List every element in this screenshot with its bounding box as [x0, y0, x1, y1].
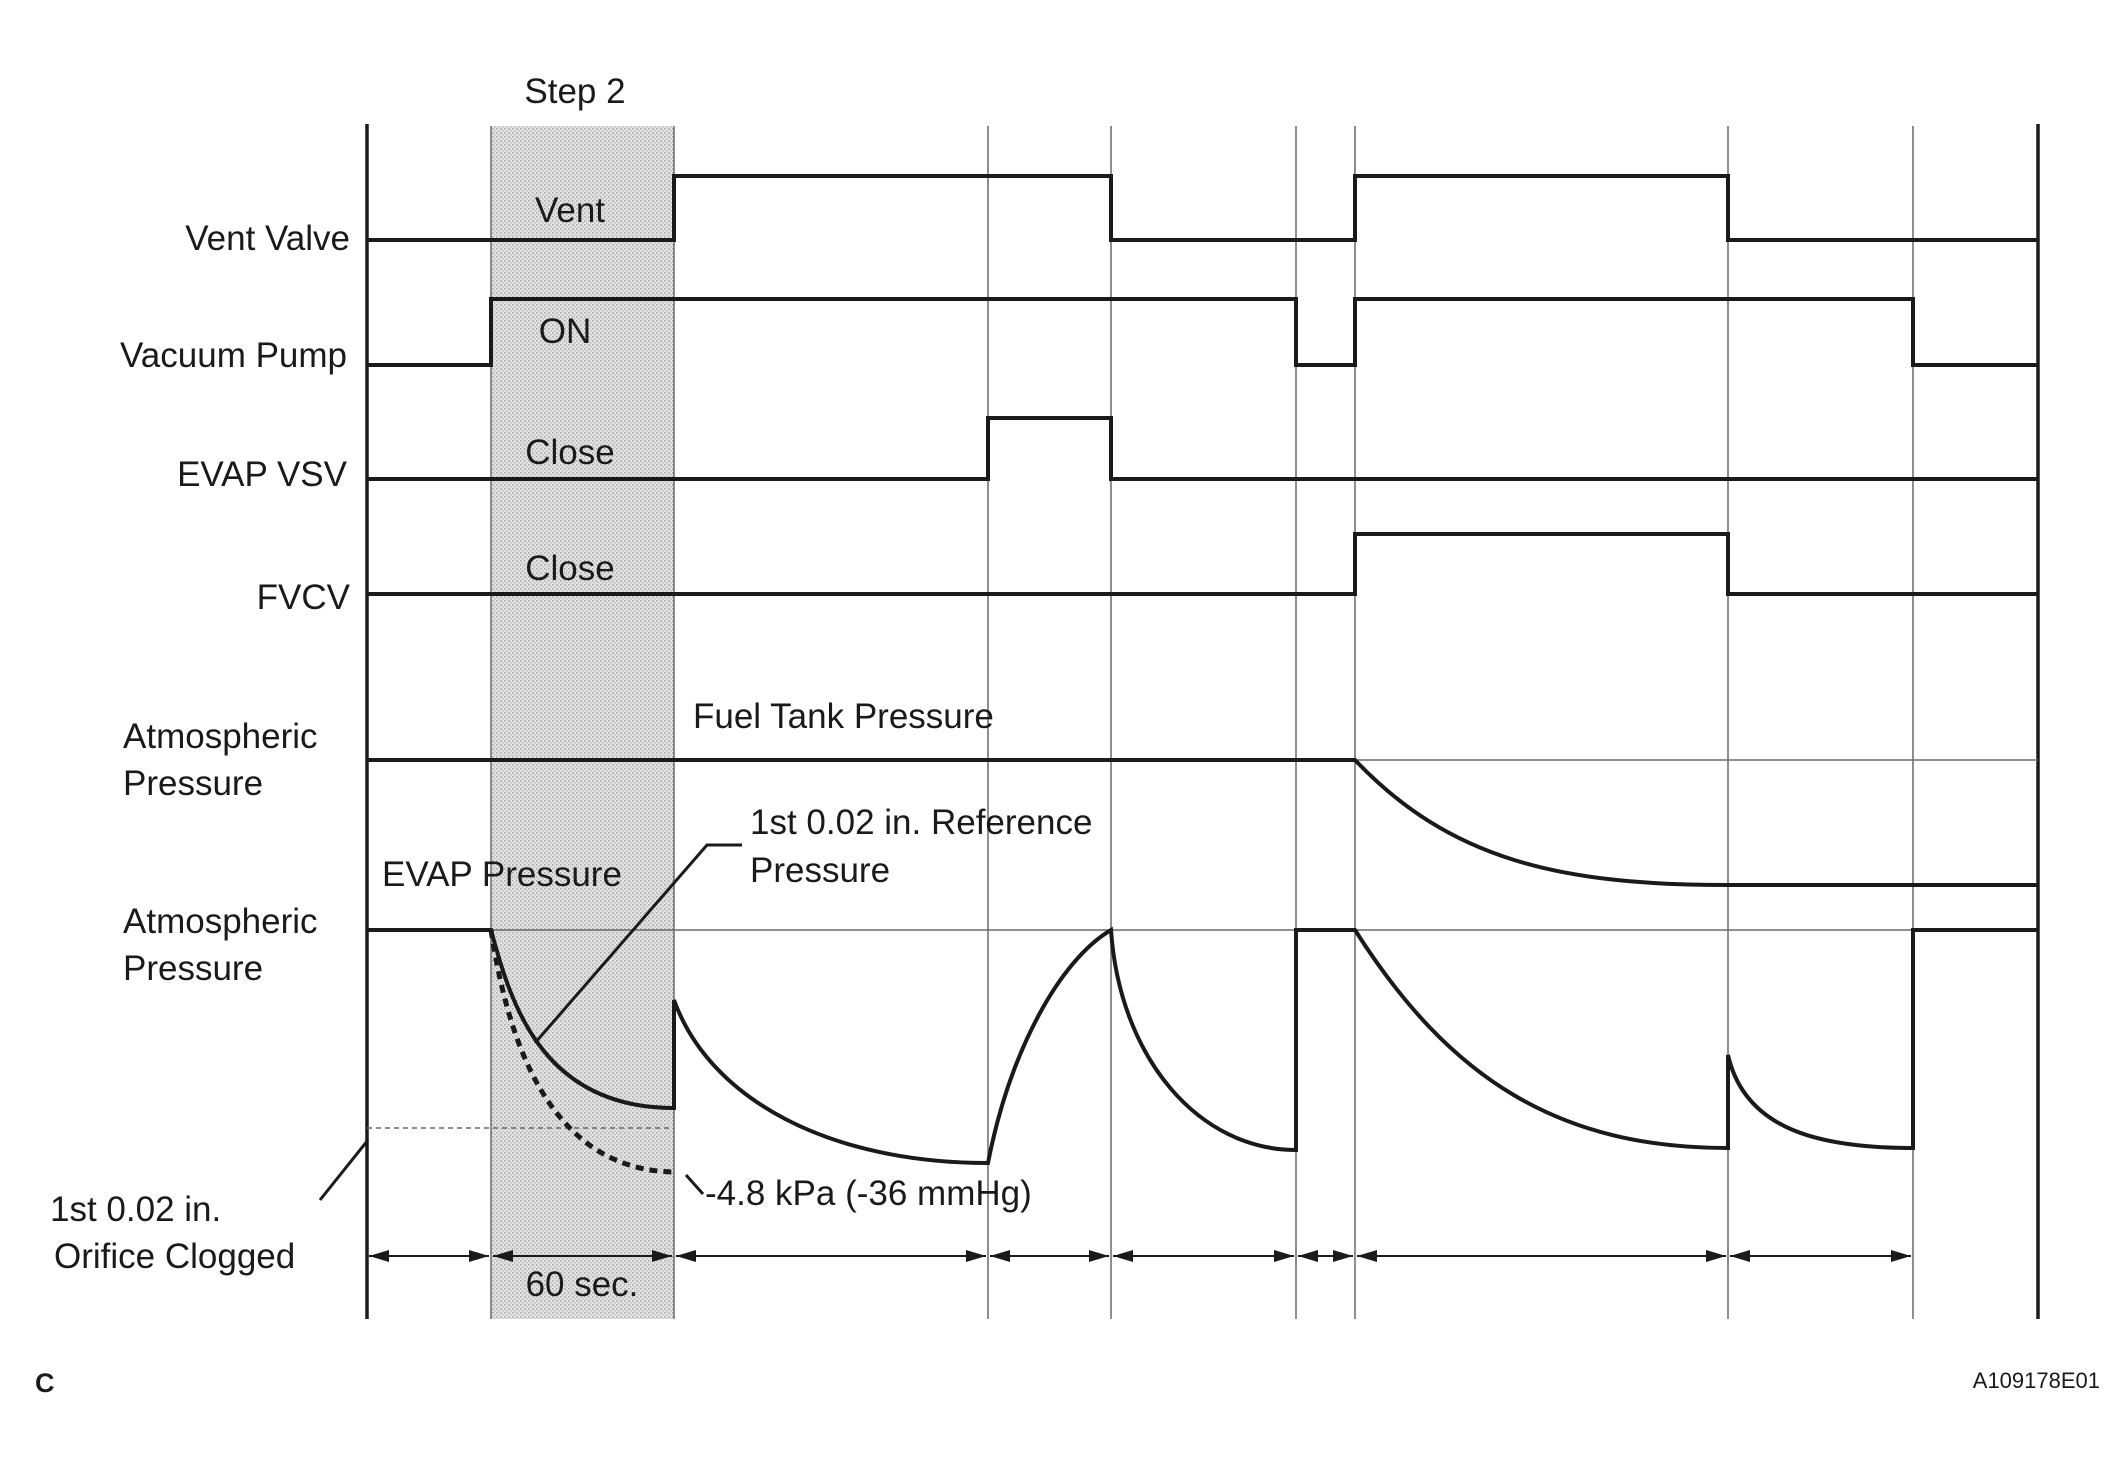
fvcv-close-label: Close [525, 549, 614, 588]
orifice-clogged-label-line2: Orifice Clogged [54, 1237, 295, 1276]
evap-vsv-signal [367, 416, 2038, 481]
step-2-label: Step 2 [524, 72, 625, 111]
fuel-tank-atmospheric-label-line1: Atmospheric [123, 717, 318, 756]
on-state-label: ON [539, 312, 592, 351]
orifice-clogged-dashed-curve [488, 929, 675, 1175]
threshold-pressure-label: -4.8 kPa (-36 mmHg) [705, 1174, 1032, 1213]
step-2-shaded-region [491, 126, 674, 1319]
fuel-tank-pressure-label: Fuel Tank Pressure [693, 697, 994, 736]
vacuum-pump-row-label: Vacuum Pump [120, 336, 347, 375]
fvcv-row-label: FVCV [257, 578, 351, 617]
evap-atmospheric-label-line2: Pressure [123, 949, 263, 988]
fuel-tank-pressure-curve [367, 758, 2038, 887]
reference-pressure-leader-line [533, 843, 742, 1044]
vacuum-pump-signal [367, 297, 2038, 367]
reference-pressure-label-line2: Pressure [750, 851, 890, 890]
figure-id: A109178E01 [1973, 1368, 2100, 1393]
evap-pressure-label: EVAP Pressure [382, 855, 622, 894]
vent-state-label: Vent [535, 191, 605, 230]
evap-pressure-curve [367, 926, 2038, 1166]
threshold-leader-line [684, 1173, 705, 1196]
duration-60-sec-label: 60 sec. [526, 1265, 639, 1304]
reference-pressure-label-line1: 1st 0.02 in. Reference [750, 803, 1092, 842]
fvcv-signal [367, 532, 2038, 596]
evap-vsv-row-label: EVAP VSV [177, 455, 348, 494]
evap-vsv-close-label: Close [525, 433, 614, 472]
corner-label: C [35, 1368, 55, 1398]
evap-atmospheric-label-line1: Atmospheric [123, 902, 318, 941]
vent-valve-row-label: Vent Valve [185, 219, 350, 258]
orifice-clogged-leader-line [318, 1139, 370, 1201]
orifice-clogged-label-line1: 1st 0.02 in. [50, 1190, 221, 1229]
phase-gridlines [987, 126, 1914, 1319]
vent-valve-signal [367, 174, 2038, 242]
fuel-tank-atmospheric-label-line2: Pressure [123, 764, 263, 803]
